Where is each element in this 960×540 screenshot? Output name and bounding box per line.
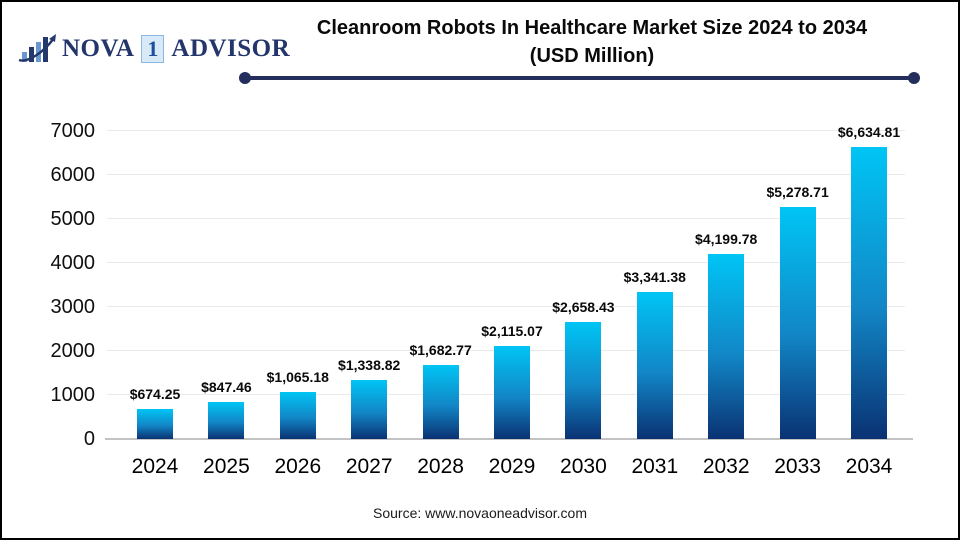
gridline	[107, 306, 905, 307]
y-axis-tick-label: 3000	[50, 296, 96, 318]
gridline	[107, 218, 905, 219]
bar-2025	[208, 401, 245, 439]
x-axis-tick-label: 2024	[131, 455, 179, 478]
x-axis-tick-label: 2034	[845, 455, 893, 478]
logo-text-nova: NOVA	[62, 35, 135, 62]
bar-2027	[351, 380, 388, 439]
x-axis-tick-label: 2029	[488, 455, 536, 478]
y-axis-tick-label: 1000	[50, 384, 96, 406]
bar-2028	[422, 364, 459, 439]
chart-title-line1: Cleanroom Robots In Healthcare Market Si…	[316, 17, 868, 39]
bar-2029	[494, 345, 530, 439]
y-axis-tick-label: 6000	[50, 164, 96, 186]
bar-value-label: $674.25	[129, 386, 181, 403]
y-axis-tick-label: 5000	[50, 208, 96, 230]
gridline	[107, 174, 905, 175]
bar-chart-growth-icon	[18, 34, 56, 62]
y-axis-tick-label: 0	[83, 428, 95, 450]
bar-value-label: $4,199.78	[695, 231, 758, 248]
underline-right-dot	[908, 72, 920, 84]
chart-title: Cleanroom Robots In Healthcare Market Si…	[242, 14, 942, 70]
bar-2031	[636, 291, 673, 439]
x-axis-tick-label: 2027	[345, 455, 393, 478]
bar-value-label: $3,341.38	[623, 268, 686, 285]
bar-2030	[565, 322, 602, 439]
x-axis-tick-label: 2033	[774, 455, 821, 478]
x-axis-tick-label: 2028	[417, 455, 464, 478]
title-underline	[239, 72, 920, 84]
chart-title-line2: (USD Million)	[529, 45, 655, 67]
bar-2033	[779, 206, 816, 439]
x-axis-tick-label: 2031	[631, 455, 679, 478]
bar-value-label: $5,278.71	[766, 183, 829, 200]
bar-2034	[851, 147, 887, 439]
bar-value-label: $1,338.82	[338, 357, 401, 374]
bar-2032	[708, 254, 745, 439]
plot-area: 0 1000 2000 3000 4000 5000 6000 7000 $674.25 2024…	[51, 121, 913, 478]
gridline	[107, 130, 905, 131]
source-text: Source: www.novaoneadvisor.com	[373, 505, 587, 521]
bar-value-label: $6,634.81	[837, 124, 901, 141]
x-axis-line	[105, 438, 913, 440]
x-axis-tick-label: 2025	[203, 455, 250, 478]
bar-2026	[279, 392, 316, 439]
y-axis-tick-label: 7000	[50, 120, 96, 142]
y-axis-tick-label: 4000	[50, 252, 96, 274]
bar-2024	[137, 409, 173, 439]
bar-value-label: $1,682.77	[409, 341, 472, 358]
bar-value-label: $1,065.18	[266, 369, 329, 386]
x-axis-tick-label: 2032	[702, 455, 750, 478]
x-axis-tick-label: 2030	[560, 455, 607, 478]
gridline	[107, 262, 905, 263]
bar-value-label: $2,658.43	[552, 299, 615, 316]
bar-value-label: $2,115.07	[481, 322, 543, 339]
underline-left-dot	[239, 72, 251, 84]
y-axis-tick-label: 2000	[50, 340, 96, 362]
x-axis-tick-label: 2026	[274, 455, 322, 478]
logo-text-advisor: ADVISOR	[171, 35, 291, 62]
nova-one-advisor-logo: NOVA 1 ADVISOR	[18, 32, 290, 66]
logo-badge-one: 1	[141, 35, 165, 63]
bar-value-label: $847.46	[201, 378, 252, 395]
